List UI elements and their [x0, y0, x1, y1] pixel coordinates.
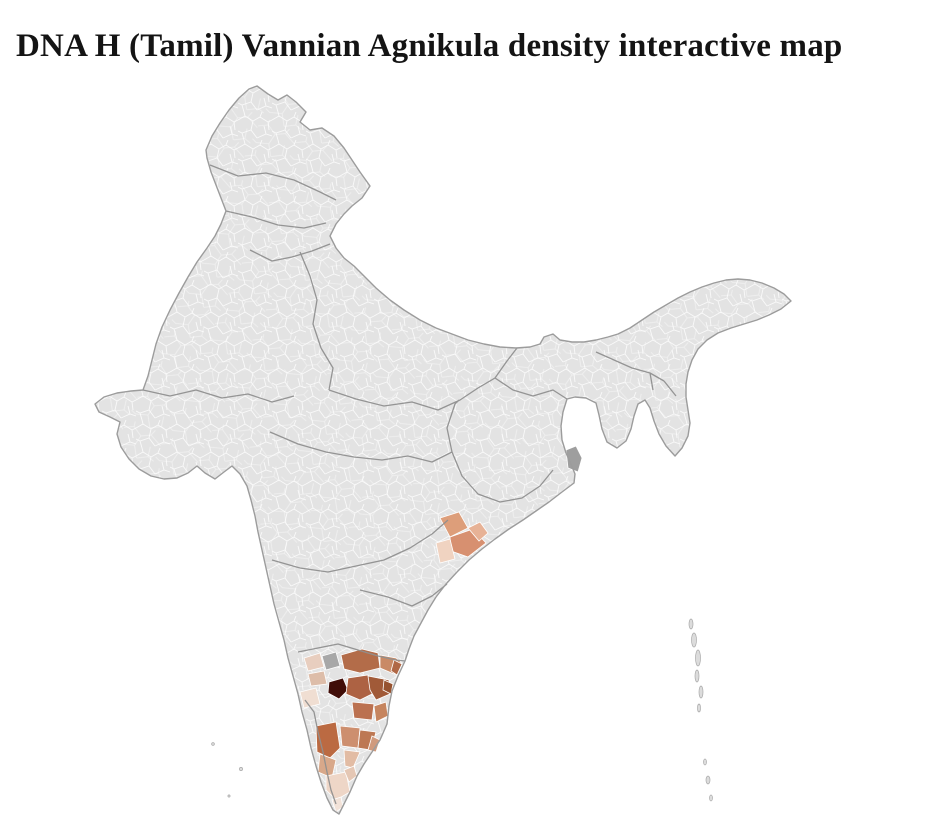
district-tn-dark-core[interactable] — [327, 677, 349, 700]
island[interactable] — [211, 742, 215, 746]
district-wb-dark-district[interactable] — [565, 445, 583, 473]
island[interactable] — [709, 794, 713, 802]
district-ap-patch-4[interactable] — [467, 521, 489, 542]
island[interactable] — [705, 775, 711, 785]
district-tn-coast-mid[interactable] — [367, 735, 381, 753]
island[interactable] — [694, 669, 700, 683]
district-mesh-fine — [95, 86, 791, 814]
island[interactable] — [691, 632, 697, 648]
district-ap-patch-3[interactable] — [435, 538, 456, 564]
island[interactable] — [697, 703, 701, 713]
district-tn-mid-1[interactable] — [339, 725, 361, 749]
state-borders — [142, 164, 677, 805]
district-tn-halo-1[interactable] — [299, 687, 321, 709]
island[interactable] — [698, 685, 704, 699]
density-layer[interactable] — [299, 445, 583, 813]
district-tn-gray-district[interactable] — [321, 651, 341, 671]
island[interactable] — [239, 767, 243, 771]
district-tn-chennai-cell[interactable] — [390, 659, 403, 676]
andaman-islands[interactable] — [688, 618, 713, 802]
district-tn-core-3[interactable] — [351, 701, 375, 721]
district-tn-nw-light-2[interactable] — [307, 670, 328, 687]
island[interactable] — [703, 758, 707, 766]
island[interactable] — [688, 618, 694, 630]
island[interactable] — [227, 794, 231, 798]
district-tn-nw-light-1[interactable] — [303, 652, 325, 672]
lakshadweep-islands[interactable] — [211, 742, 243, 798]
page-title: DNA H (Tamil) Vannian Agnikula density i… — [16, 28, 843, 65]
island[interactable] — [695, 649, 701, 667]
